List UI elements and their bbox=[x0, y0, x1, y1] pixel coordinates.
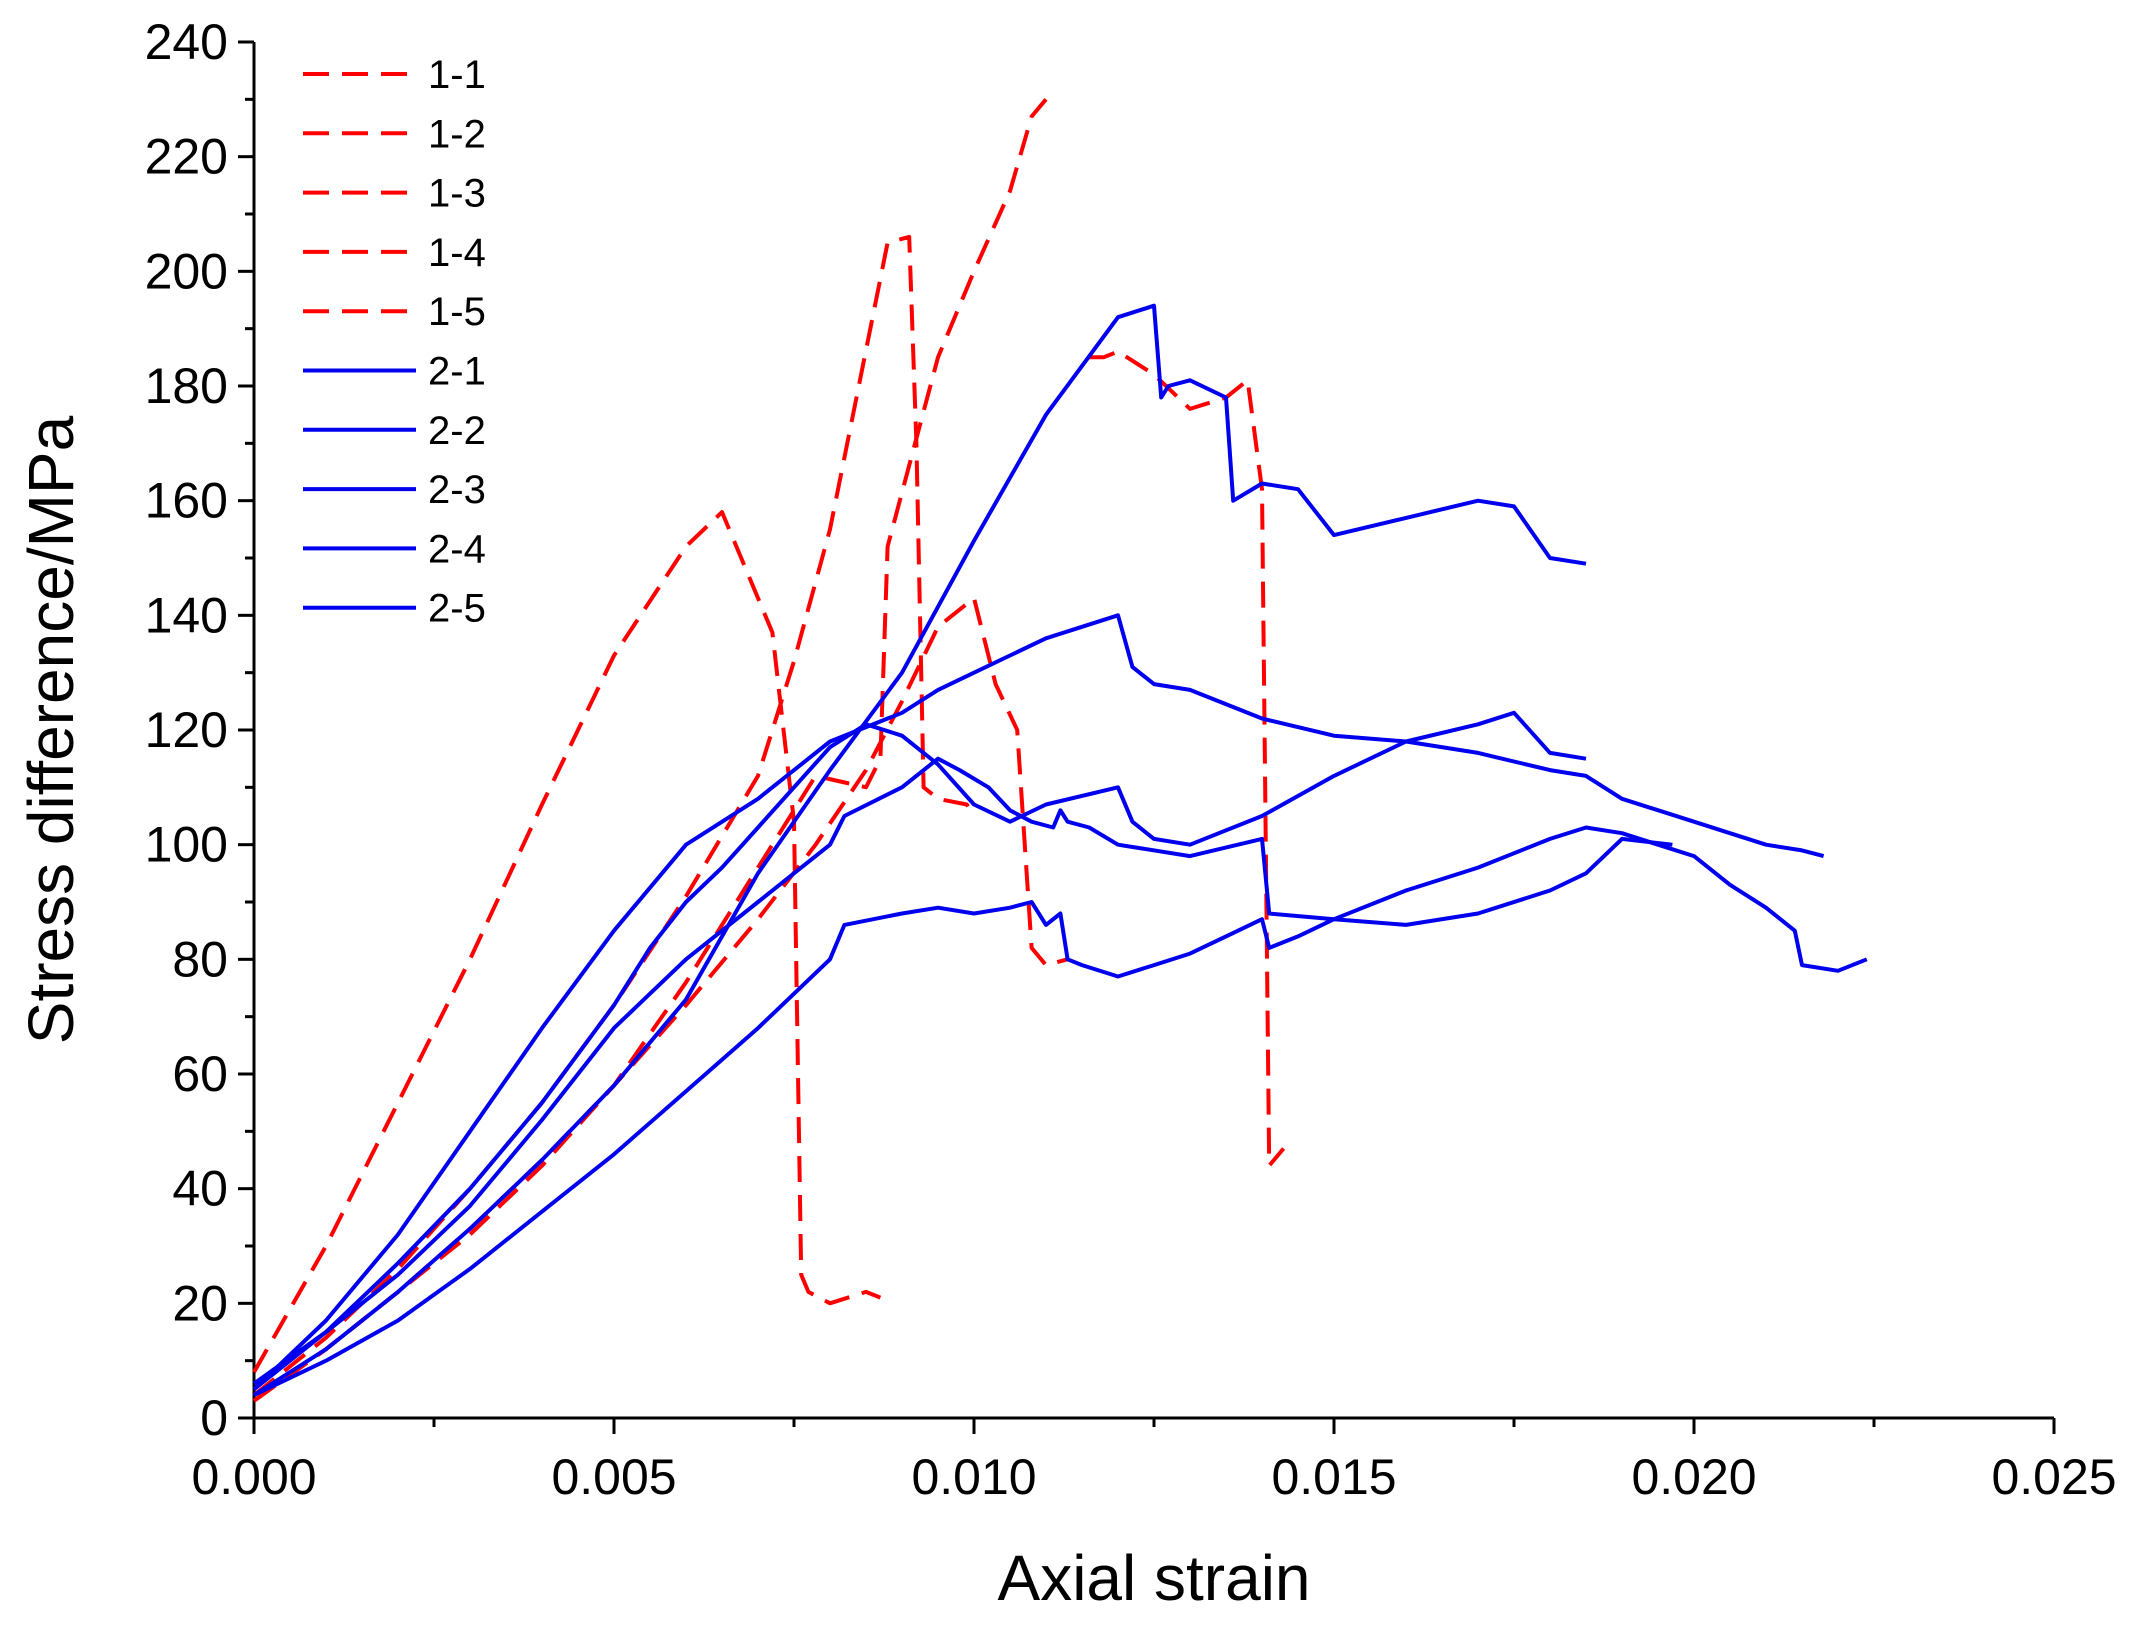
x-tick-label: 0.025 bbox=[1991, 1449, 2116, 1505]
y-tick-label: 140 bbox=[145, 587, 228, 643]
series-line-2-3 bbox=[252, 613, 1825, 1391]
y-tick-label: 120 bbox=[145, 702, 228, 758]
legend-label-1-4: 1-4 bbox=[428, 231, 486, 275]
y-tick-label: 80 bbox=[172, 931, 228, 987]
y-tick-label: 180 bbox=[145, 358, 228, 414]
x-axis-title: Axial strain bbox=[998, 1542, 1311, 1614]
x-tick-label: 0.020 bbox=[1631, 1449, 1756, 1505]
y-tick-label: 60 bbox=[172, 1046, 228, 1102]
y-tick-label: 0 bbox=[200, 1390, 228, 1446]
series-line-2-4 bbox=[252, 756, 1673, 1386]
y-tick-label: 40 bbox=[172, 1161, 228, 1217]
y-tick-label: 20 bbox=[172, 1275, 228, 1331]
legend: 1-1 1-2 1-3 1-4 1-5 2-1 2-2 2-3 2-4 2-5 bbox=[303, 53, 486, 631]
x-tick-label: 0.010 bbox=[911, 1449, 1036, 1505]
plot-area bbox=[252, 98, 1868, 1403]
series-line-2-5 bbox=[253, 825, 1868, 1397]
y-tick-label: 160 bbox=[145, 473, 228, 529]
series-line-2-2 bbox=[252, 710, 1587, 1391]
legend-label-1-2: 1-2 bbox=[428, 112, 486, 156]
legend-label-1-5: 1-5 bbox=[428, 290, 486, 334]
y-tick-label: 240 bbox=[145, 14, 228, 70]
legend-label-1-3: 1-3 bbox=[428, 172, 486, 216]
y-tick-label: 200 bbox=[145, 243, 228, 299]
legend-label-2-3: 2-3 bbox=[428, 468, 486, 512]
x-tick-label: 0.000 bbox=[191, 1449, 316, 1505]
y-tick-label: 100 bbox=[145, 817, 228, 873]
series-line-2-1 bbox=[252, 303, 1587, 1397]
x-tick-label: 0.005 bbox=[551, 1449, 676, 1505]
series-line-1-5 bbox=[252, 596, 1069, 1403]
y-axis-title: Stress difference/MPa bbox=[15, 415, 87, 1044]
legend-label-1-1: 1-1 bbox=[428, 53, 486, 97]
x-tick-label: 0.015 bbox=[1271, 1449, 1396, 1505]
series-line-1-1 bbox=[252, 510, 882, 1374]
legend-label-2-4: 2-4 bbox=[428, 527, 486, 571]
axes: 0 20 40 60 80 100 120 140 160 180 200 220 240 0.000 0.… bbox=[145, 14, 2117, 1505]
series-line-1-3 bbox=[252, 98, 1048, 1403]
legend-label-2-2: 2-2 bbox=[428, 409, 486, 453]
series-line-1-4 bbox=[1089, 349, 1286, 1168]
legend-label-2-5: 2-5 bbox=[428, 587, 486, 631]
y-tick-label: 220 bbox=[145, 129, 228, 185]
series-line-1-2 bbox=[252, 234, 976, 1397]
legend-label-2-1: 2-1 bbox=[428, 350, 486, 394]
